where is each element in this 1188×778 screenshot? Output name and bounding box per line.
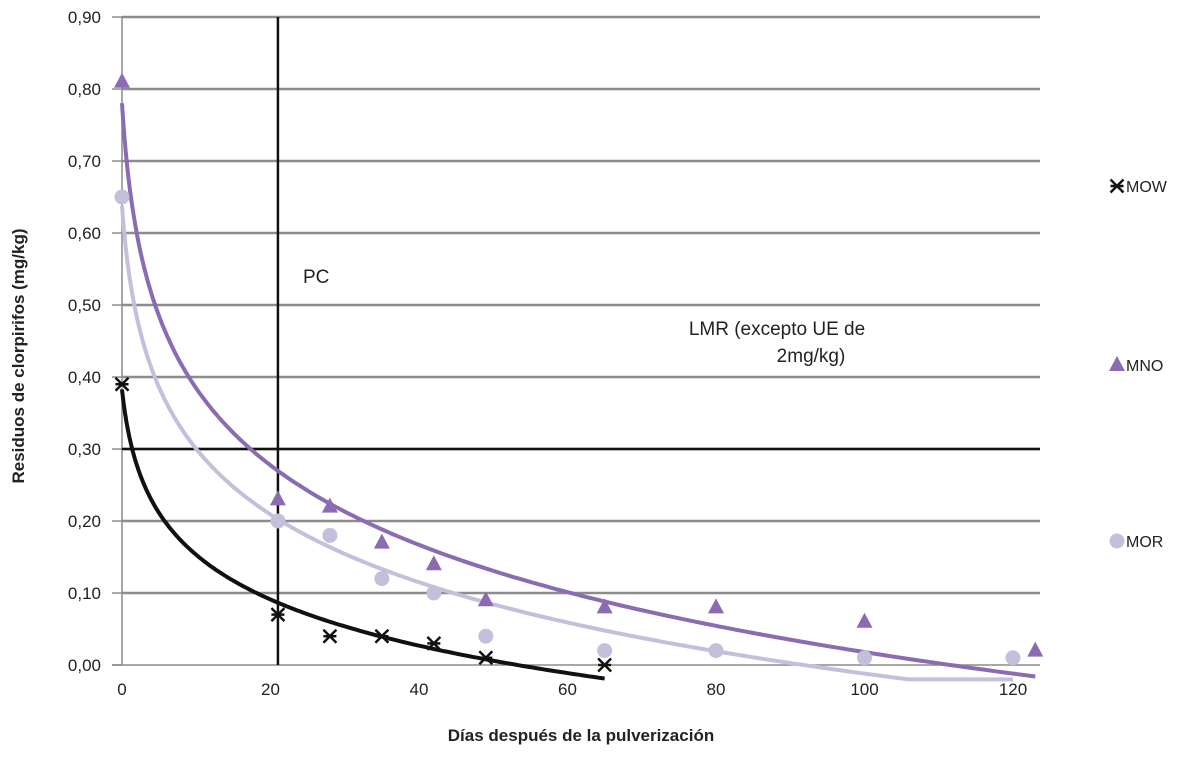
reference-lines [122,17,1040,665]
legend-label-mow: MOW [1126,179,1168,196]
y-tick-label: 0,60 [68,224,101,243]
pc-label: PC [303,267,329,288]
data-point-mor [114,189,130,205]
data-point-mno [321,497,338,513]
data-point-mor [374,571,390,587]
y-axis-title: Residuos de clorpirifos (mg/kg) [9,228,28,483]
data-point-mow [478,650,494,666]
x-tick-label: 60 [558,680,577,699]
x-tick-label: 20 [261,680,280,699]
data-point-mow [426,636,442,651]
data-point-mow [114,376,130,392]
data-point-mno [373,533,390,549]
x-tick-label: 40 [410,680,429,699]
data-point-mor [857,650,872,666]
legend-label-mor: MOR [1126,534,1163,551]
y-tick-label: 0,50 [68,296,101,315]
data-point-mno [269,490,286,506]
trendline-mow [120,389,605,681]
data-point-mow [322,628,338,644]
data-point-mor [322,527,338,543]
y-tick-label: 0,40 [68,368,101,387]
x-tick-label: 120 [999,680,1027,699]
lmr-label-line2: 2mg/kg) [777,346,846,367]
axes [112,16,1040,666]
y-tick-label: 0,30 [68,440,101,459]
data-point-mno [596,598,613,614]
y-tick-label: 0,80 [68,80,101,99]
data-point-mno [477,591,494,607]
legend: MOW MNO MOR [1109,178,1168,551]
legend-label-mno: MNO [1126,358,1163,375]
data-point-mno [114,72,130,88]
y-tick-label: 0,00 [68,656,101,675]
lmr-label-line1: LMR (excepto UE de [689,319,865,340]
data-point-mor [597,643,613,659]
x-tick-label: 0 [117,680,126,699]
y-tick-label: 0,90 [68,8,101,27]
data-point-mor [478,628,494,644]
data-point-mow [270,607,286,622]
data-points [114,72,1044,673]
data-point-mno [425,555,442,571]
x-tick-label: 80 [707,680,726,699]
data-point-mow [374,628,390,644]
x-axis-title: Días después de la pulverización [448,726,714,745]
data-point-mno [856,612,873,628]
data-point-mor [708,643,724,659]
data-point-mor [1005,650,1021,666]
y-tick-label: 0,10 [68,584,101,603]
legend-marker-mow [1109,178,1125,194]
x-tick-label: 100 [850,680,878,699]
tick-labels: 0,00 0,10 0,20 0,30 0,40 0,50 0,60 0,70 0,80 0,90… [68,8,1027,699]
legend-marker-mno [1109,356,1125,371]
y-tick-label: 0,20 [68,512,101,531]
legend-marker-mor [1109,533,1125,549]
y-tick-label: 0,70 [68,152,101,171]
data-point-mor [426,585,442,601]
data-point-mor [270,513,286,529]
trendline-mno [120,103,1036,679]
data-point-mno [1027,641,1044,657]
data-point-mno [708,598,724,614]
trendline-mor [120,206,1013,682]
data-point-mow [597,657,613,673]
